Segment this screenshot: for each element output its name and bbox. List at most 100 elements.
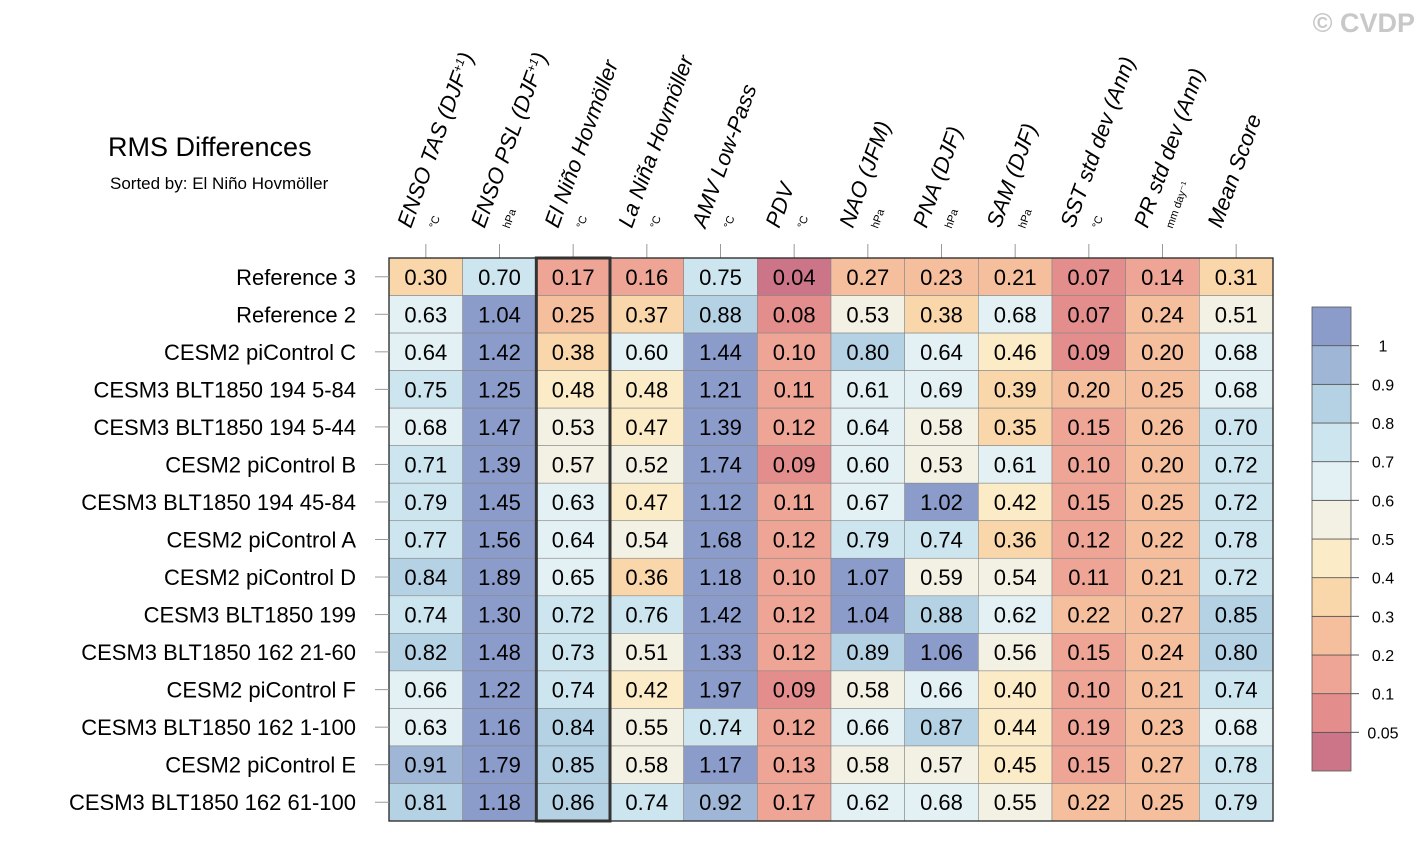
cell-value: 1.97 bbox=[699, 678, 742, 703]
heatmap-cell bbox=[904, 295, 979, 334]
heatmap-cell bbox=[978, 295, 1053, 334]
colorbar-label: 0.05 bbox=[1367, 725, 1398, 742]
cell-value: 0.25 bbox=[1141, 790, 1184, 815]
cell-value: 0.69 bbox=[920, 377, 963, 402]
heatmap-cell bbox=[609, 482, 684, 522]
cell-value: 0.63 bbox=[404, 302, 447, 327]
heatmap-cell bbox=[1199, 370, 1274, 409]
colorbar-box bbox=[1311, 461, 1352, 501]
cell-value: 0.12 bbox=[773, 528, 816, 553]
cell-value: 0.59 bbox=[920, 565, 963, 590]
heatmap-cell bbox=[683, 445, 758, 484]
colorbar-box bbox=[1311, 538, 1352, 579]
heatmap-cell bbox=[1199, 708, 1274, 747]
cell-value: 0.45 bbox=[994, 753, 1037, 778]
column-name: ENSO TAS (DJF bbox=[392, 67, 472, 231]
cell-value: 0.11 bbox=[774, 490, 815, 515]
heatmap-cell bbox=[830, 407, 905, 446]
cell-value: 1.42 bbox=[478, 340, 521, 365]
cell-value: 0.79 bbox=[1215, 790, 1258, 815]
cell-value: 0.86 bbox=[552, 790, 595, 815]
column-unit: hPa bbox=[869, 207, 887, 230]
cell-value: 0.62 bbox=[846, 790, 889, 815]
heatmap-cell bbox=[978, 557, 1053, 597]
heatmap-cell bbox=[683, 708, 758, 747]
cell-value: 0.42 bbox=[625, 678, 668, 703]
heatmap-cell bbox=[757, 295, 832, 334]
heatmap-cell bbox=[609, 745, 684, 784]
row-label: CESM3 BLT1850 194 45-84 bbox=[81, 490, 356, 515]
cell-value: 0.27 bbox=[846, 265, 889, 290]
cell-value: 0.64 bbox=[404, 340, 447, 365]
cell-value: 0.23 bbox=[1141, 715, 1184, 740]
row-label: CESM3 BLT1850 162 21-60 bbox=[81, 640, 356, 665]
cell-value: 0.48 bbox=[552, 377, 595, 402]
row-label: CESM3 BLT1850 199 bbox=[144, 603, 356, 628]
cell-value: 0.78 bbox=[1215, 528, 1258, 553]
cell-value: 0.70 bbox=[478, 265, 521, 290]
heatmap-cell bbox=[1051, 633, 1126, 672]
heatmap-cell bbox=[536, 783, 611, 822]
heatmap-cell bbox=[1051, 708, 1126, 747]
heatmap-cell bbox=[388, 670, 463, 709]
heatmap-cell bbox=[683, 595, 758, 634]
cell-value: 0.10 bbox=[1067, 452, 1110, 477]
heatmap-cell bbox=[1051, 670, 1126, 709]
heatmap-cell bbox=[462, 332, 537, 371]
heatmap-cell bbox=[388, 407, 463, 446]
cell-value: 0.15 bbox=[1067, 640, 1110, 665]
heatmap-cell bbox=[757, 745, 832, 784]
cell-value: 1.56 bbox=[478, 528, 521, 553]
row-label: CESM2 piControl E bbox=[165, 753, 356, 778]
cell-value: 0.52 bbox=[625, 452, 668, 477]
cell-value: 0.07 bbox=[1067, 265, 1110, 290]
heatmap-cell bbox=[978, 482, 1053, 522]
heatmap-cell bbox=[536, 257, 611, 296]
heatmap-cell bbox=[388, 783, 463, 822]
cell-value: 0.74 bbox=[552, 678, 595, 703]
cell-value: 0.75 bbox=[699, 265, 742, 290]
cell-value: 0.27 bbox=[1141, 603, 1184, 628]
colorbar-box bbox=[1311, 654, 1352, 695]
heatmap-cell bbox=[1125, 332, 1200, 371]
cell-value: 1.02 bbox=[920, 490, 963, 515]
cell-value: 0.15 bbox=[1067, 415, 1110, 440]
colorbar-label: 0.1 bbox=[1372, 687, 1394, 704]
cell-value: 0.72 bbox=[1215, 452, 1258, 477]
heatmap-cell bbox=[978, 595, 1053, 634]
heatmap-cell bbox=[536, 633, 611, 672]
heatmap-cell bbox=[683, 633, 758, 672]
cell-value: 0.92 bbox=[699, 790, 742, 815]
heatmap-cell bbox=[757, 370, 832, 409]
cell-value: 0.22 bbox=[1067, 790, 1110, 815]
heatmap-cell bbox=[830, 445, 905, 484]
column-unit: hPa bbox=[1017, 207, 1035, 230]
cell-value: 1.39 bbox=[699, 415, 742, 440]
cell-value: 0.60 bbox=[846, 452, 889, 477]
cell-value: 0.53 bbox=[846, 302, 889, 327]
cell-value: 0.74 bbox=[625, 790, 668, 815]
heatmap-cell bbox=[830, 295, 905, 334]
cell-value: 1.21 bbox=[699, 377, 742, 402]
heatmap-cell bbox=[978, 670, 1053, 709]
heatmap-cell bbox=[1199, 557, 1274, 597]
cell-value: 0.79 bbox=[404, 490, 447, 515]
heatmap-cell bbox=[978, 708, 1053, 747]
cell-value: 0.61 bbox=[994, 452, 1037, 477]
heatmap-cell bbox=[904, 595, 979, 634]
heatmap-cell bbox=[462, 257, 537, 296]
column-unit: hPa bbox=[943, 207, 961, 230]
cell-value: 0.79 bbox=[846, 528, 889, 553]
colorbar-label: 0.7 bbox=[1372, 455, 1394, 472]
heatmap-cell bbox=[1199, 445, 1274, 484]
heatmap-cell bbox=[609, 295, 684, 334]
colorbar-box bbox=[1311, 577, 1352, 617]
heatmap-cell bbox=[830, 257, 905, 296]
heatmap-cell bbox=[1199, 633, 1274, 672]
cell-value: 0.61 bbox=[846, 377, 889, 402]
heatmap-cell bbox=[462, 633, 537, 672]
cell-value: 0.51 bbox=[1215, 302, 1258, 327]
heatmap-cell bbox=[830, 783, 905, 822]
cell-value: 0.64 bbox=[552, 528, 595, 553]
cell-value: 0.55 bbox=[625, 715, 668, 740]
